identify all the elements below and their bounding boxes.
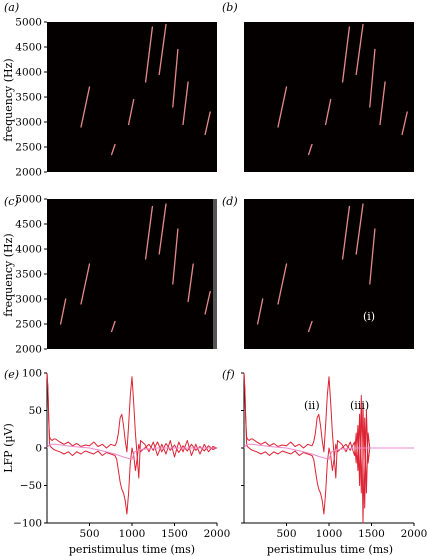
lfp-trace-e-2 bbox=[46, 443, 217, 460]
xlabel-f: peristimulus time (ms) bbox=[267, 543, 393, 556]
panel-label-d: (d) bbox=[222, 195, 238, 208]
ytick-label-a-5: 4500 bbox=[15, 42, 42, 54]
ytick-label-c-3: 3500 bbox=[15, 269, 42, 281]
spectro-stroke-b-7 bbox=[401, 111, 408, 136]
spectro-stroke-a-7 bbox=[204, 111, 211, 136]
panel-label-c: (c) bbox=[4, 195, 19, 208]
spectro-stroke-c-1 bbox=[80, 263, 91, 305]
spectro-stroke-d-5 bbox=[369, 228, 376, 285]
spectro-stroke-b-3 bbox=[341, 26, 351, 83]
spectro-stroke-a-4 bbox=[158, 23, 167, 76]
colorbar-edge-c bbox=[213, 199, 217, 349]
ytick-label-c-6: 5000 bbox=[15, 194, 42, 206]
xtick-label-e-1: 1000 bbox=[119, 528, 146, 540]
spectro-stroke-b-4 bbox=[355, 23, 364, 76]
lfp-trace-e-1 bbox=[46, 372, 218, 515]
ytick-label-a-1: 2500 bbox=[15, 142, 42, 154]
spectro-stroke-a-5 bbox=[172, 48, 179, 108]
spectro-stroke-d-0 bbox=[256, 298, 264, 325]
ytick-label-a-4: 4000 bbox=[15, 67, 42, 79]
panel-label-f: (f) bbox=[222, 368, 235, 381]
lfp-trace-f-1 bbox=[243, 372, 371, 524]
spectro-stroke-b-5 bbox=[369, 48, 376, 108]
ytick-label-a-2: 3000 bbox=[15, 117, 42, 129]
spectro-stroke-c-4 bbox=[158, 203, 167, 255]
spectro-stroke-c-5 bbox=[172, 228, 179, 285]
spectro-stroke-c-7 bbox=[204, 290, 211, 315]
xtick-label-f-0: 500 bbox=[276, 528, 296, 540]
spectro-stroke-c-6 bbox=[187, 263, 194, 303]
spectrogram-d bbox=[244, 199, 414, 349]
spectro-stroke-a-3 bbox=[144, 26, 154, 83]
annotation-iii: (iii) bbox=[350, 399, 369, 412]
lfp-trace-e-0 bbox=[46, 372, 218, 479]
spectrogram-a bbox=[47, 22, 217, 172]
spectro-stroke-b-6 bbox=[379, 81, 386, 126]
xtick-label-f-3: 2000 bbox=[401, 528, 427, 540]
spectro-stroke-c-3 bbox=[144, 205, 154, 260]
spectro-stroke-c-2 bbox=[110, 320, 116, 333]
ytick-label-a-0: 2000 bbox=[15, 167, 42, 179]
ytick-label-e-2: 0 bbox=[35, 443, 42, 455]
xtick-label-f-2: 1500 bbox=[358, 528, 385, 540]
spectro-stroke-a-6 bbox=[182, 81, 189, 126]
ytick-label-e-1: −50 bbox=[20, 480, 42, 492]
annotation-ii: (ii) bbox=[304, 399, 320, 412]
panel-label-e: (e) bbox=[4, 368, 19, 381]
ytick-label-a-3: 3500 bbox=[15, 92, 42, 104]
spectro-stroke-a-2 bbox=[127, 98, 135, 126]
ylabel-c: frequency (Hz) bbox=[2, 233, 15, 316]
spectro-stroke-d-1 bbox=[277, 263, 288, 305]
spectrogram-c bbox=[47, 199, 217, 349]
xtick-label-e-3: 2000 bbox=[204, 528, 231, 540]
spectro-stroke-c-0 bbox=[59, 298, 67, 325]
ylabel-a: frequency (Hz) bbox=[2, 58, 15, 141]
spectrogram-b bbox=[244, 22, 414, 172]
ytick-label-e-0: −100 bbox=[13, 518, 42, 530]
lfp-trace-f-2 bbox=[243, 443, 414, 460]
xtick-label-e-2: 1500 bbox=[161, 528, 188, 540]
spectro-stroke-d-2 bbox=[307, 320, 313, 333]
panel-label-a: (a) bbox=[4, 1, 19, 14]
ytick-label-e-3: 50 bbox=[29, 405, 42, 417]
ytick-label-e-4: 100 bbox=[22, 368, 42, 380]
ylabel-e: LFP (µV) bbox=[2, 423, 15, 473]
spectro-stroke-b-0 bbox=[277, 86, 288, 128]
ytick-label-c-2: 3000 bbox=[15, 294, 42, 306]
annotation-i: (i) bbox=[363, 310, 375, 323]
ytick-label-c-0: 2000 bbox=[15, 344, 42, 356]
xtick-label-f-1: 1000 bbox=[316, 528, 343, 540]
panel-label-b: (b) bbox=[222, 1, 238, 14]
ytick-label-c-1: 2500 bbox=[15, 319, 42, 331]
ytick-label-c-5: 4500 bbox=[15, 219, 42, 231]
spectro-stroke-b-2 bbox=[324, 98, 332, 126]
spectro-stroke-d-3 bbox=[341, 205, 351, 260]
xtick-label-e-0: 500 bbox=[79, 528, 99, 540]
spectro-stroke-a-0 bbox=[80, 86, 91, 128]
spectro-stroke-d-4 bbox=[355, 203, 364, 255]
spectro-stroke-b-1 bbox=[307, 143, 313, 156]
lfp-trace-f-0 bbox=[243, 372, 371, 509]
ytick-label-a-6: 5000 bbox=[15, 17, 42, 29]
xlabel-e: peristimulus time (ms) bbox=[69, 543, 195, 556]
ytick-label-c-4: 4000 bbox=[15, 244, 42, 256]
spectro-stroke-a-1 bbox=[110, 143, 116, 156]
